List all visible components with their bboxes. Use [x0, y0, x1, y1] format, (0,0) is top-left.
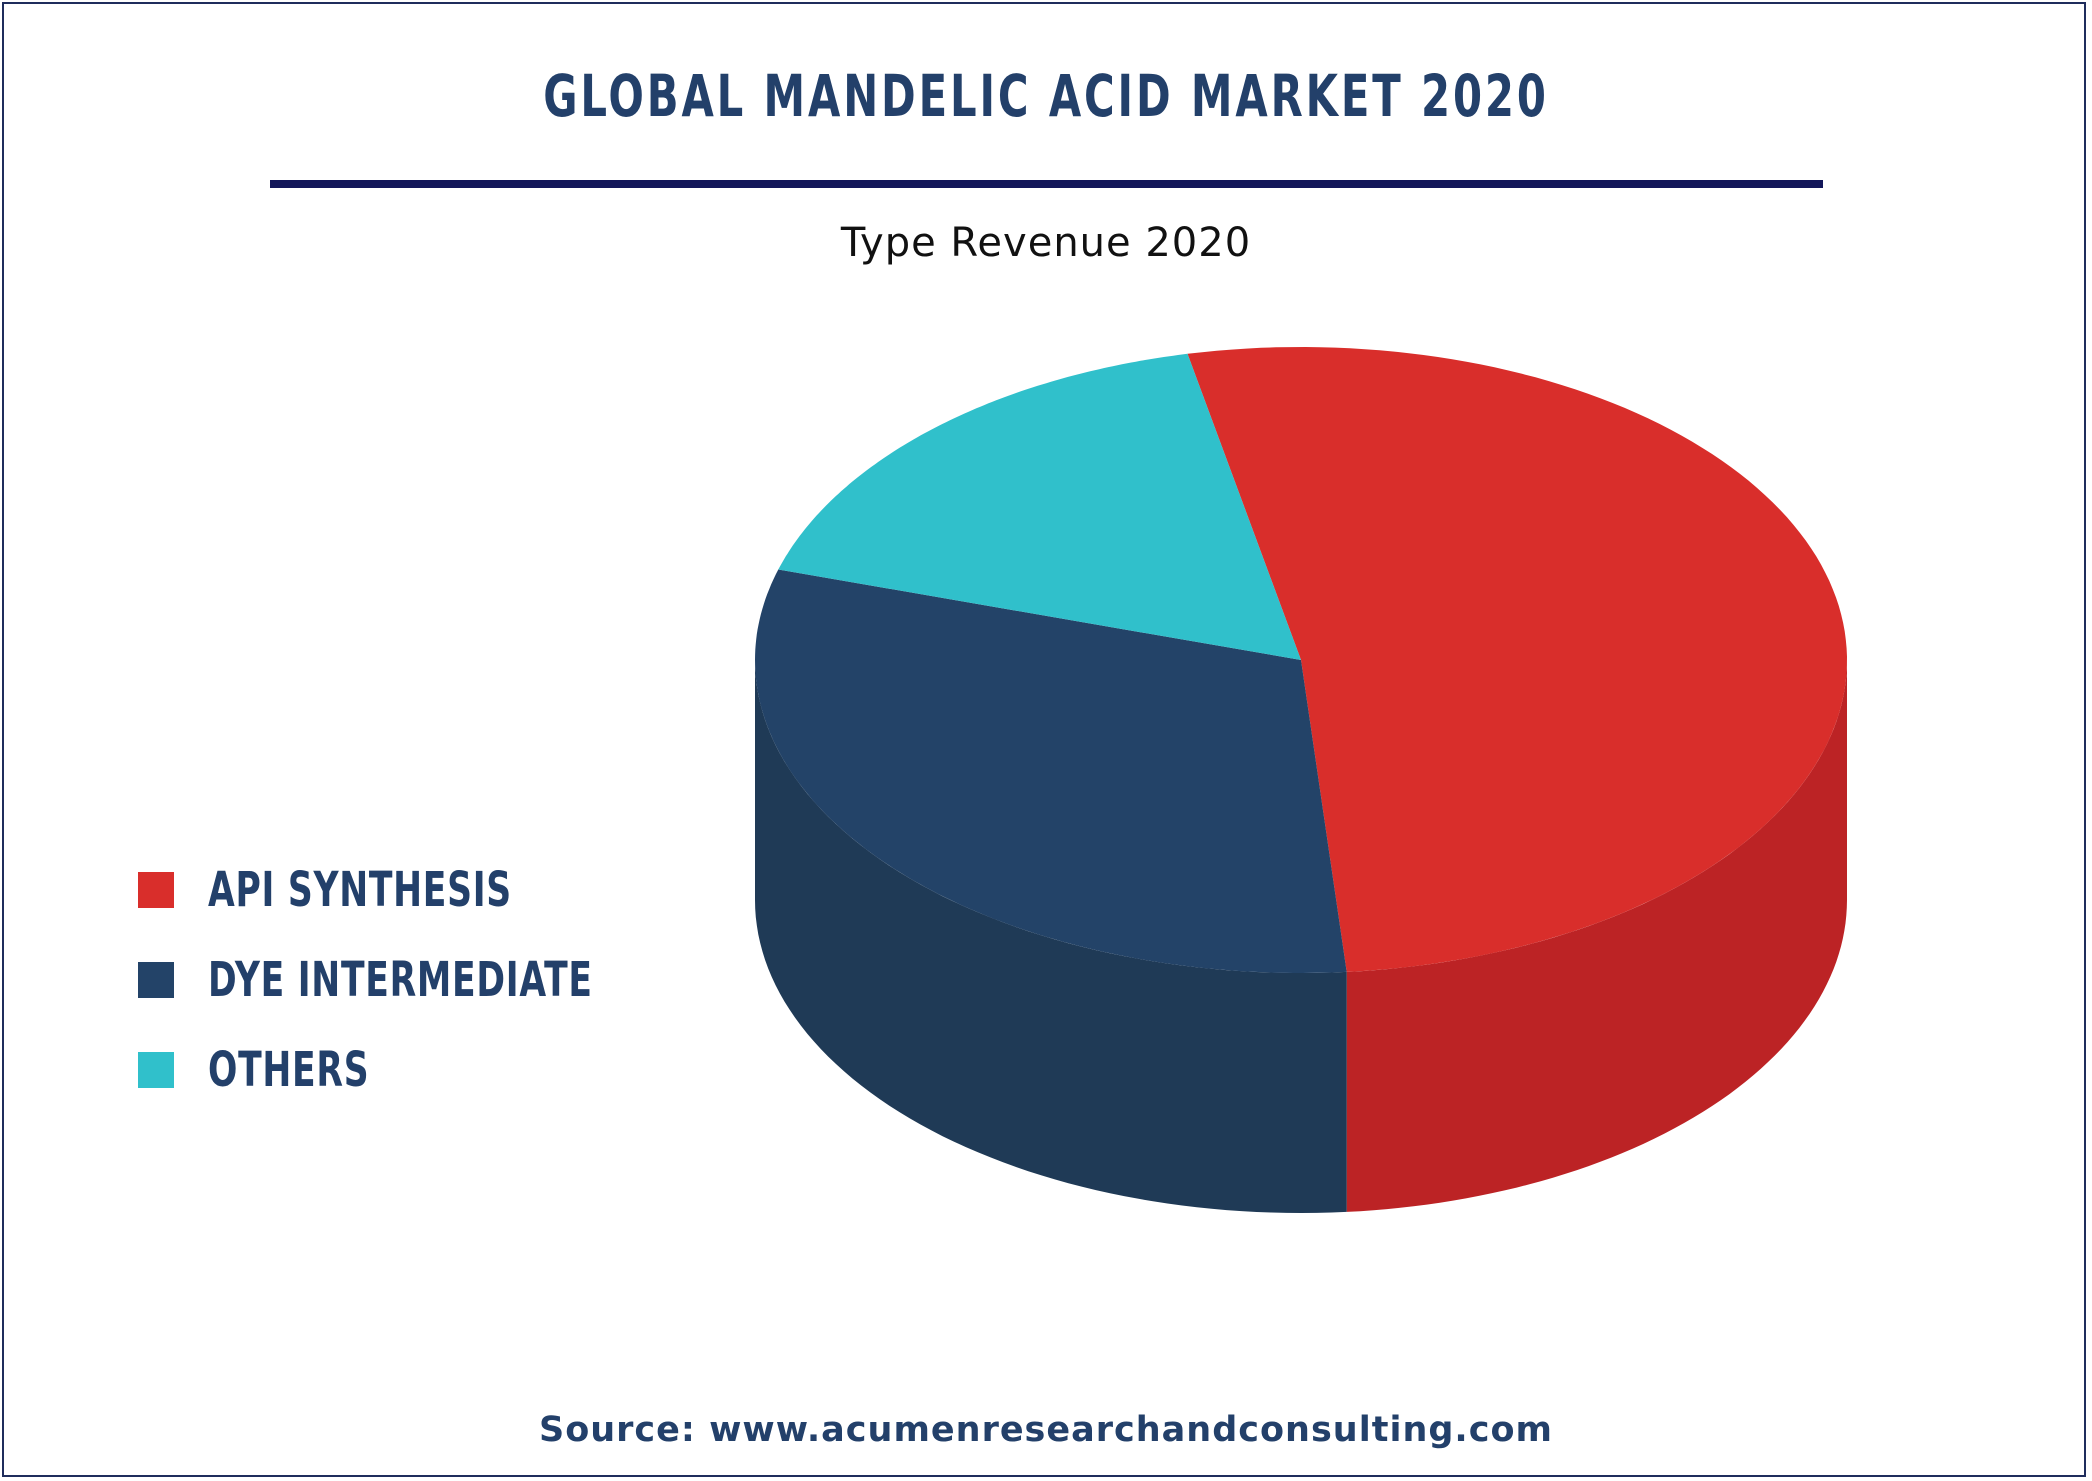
legend: API SYNTHESIS DYE INTERMEDIATE OTHERS — [138, 845, 742, 1115]
pie-side-api-synthesis — [1346, 660, 1847, 1212]
source-note: Source: www.acumenresearchandconsulting.… — [539, 1410, 1553, 1450]
page-title: GLOBAL MANDELIC ACID MARKET 2020 — [543, 62, 1549, 130]
pie-slice-dye-intermediate — [755, 569, 1347, 973]
legend-label-dye-intermediate: DYE INTERMEDIATE — [208, 952, 593, 1008]
title-divider — [270, 180, 1823, 188]
pie-side-dye-intermediate — [755, 660, 1347, 1213]
legend-swatch-api-synthesis — [138, 872, 174, 908]
legend-swatch-dye-intermediate — [138, 962, 174, 998]
legend-label-api-synthesis: API SYNTHESIS — [208, 862, 512, 918]
legend-label-others: OTHERS — [208, 1042, 370, 1098]
legend-item-dye-intermediate: DYE INTERMEDIATE — [138, 935, 742, 1025]
chart-subtitle: Type Revenue 2020 — [840, 220, 1252, 266]
legend-item-others: OTHERS — [138, 1025, 742, 1115]
pie-slice-others — [778, 353, 1301, 660]
pie-slice-api-synthesis — [1187, 347, 1847, 972]
legend-swatch-others — [138, 1052, 174, 1088]
legend-item-api-synthesis: API SYNTHESIS — [138, 845, 742, 935]
